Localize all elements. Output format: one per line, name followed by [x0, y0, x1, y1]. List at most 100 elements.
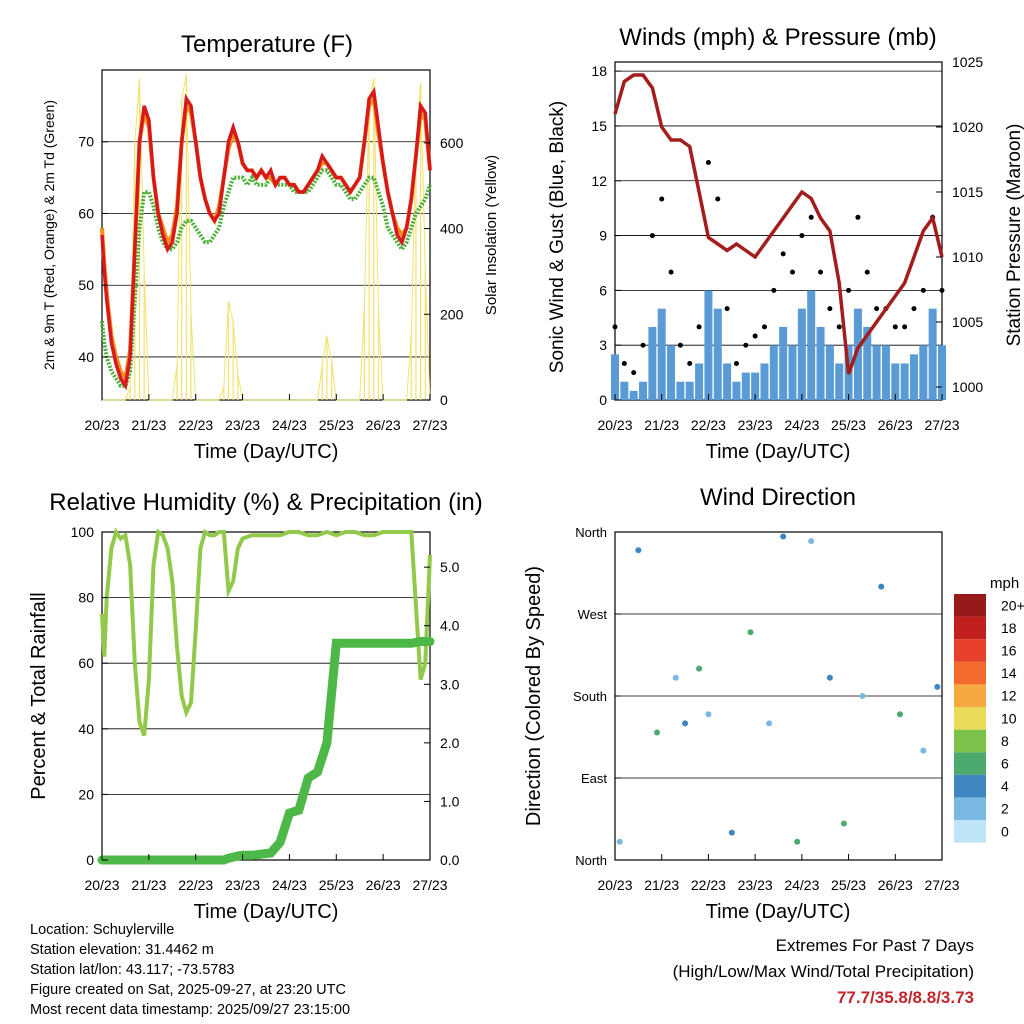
humidity-precip-panel: Relative Humidity (%) & Precipitation (i… [28, 489, 483, 923]
station-location: Location: Schuylerville [30, 922, 175, 938]
wind-bar [909, 354, 918, 400]
temperature-title: Temperature (F) [181, 31, 353, 58]
y-tick-label: 6 [599, 282, 607, 298]
colorbar-label: 18 [1001, 620, 1017, 636]
x-tick-label: 20/23 [84, 877, 119, 893]
y-tick-label: South [573, 689, 607, 704]
solar-y2-label: Solar Insolation (Yellow) [483, 155, 500, 315]
x-tick-label: 27/23 [412, 877, 447, 893]
gust-point [846, 287, 852, 293]
y-tick-label: North [575, 525, 607, 540]
humidity-x-label: Time (Day/UTC) [194, 901, 339, 923]
direction-point [878, 583, 885, 590]
y-tick-label: 100 [71, 524, 95, 540]
wind-bar [732, 381, 741, 400]
temperature-x-ticks: 20/23 21/23 22/23 23/23 24/23 25/23 26/23 27/23 [84, 394, 448, 433]
y-tick-label: 60 [78, 655, 94, 671]
y2-tick-label: 400 [440, 221, 464, 237]
temperature-y-ticks: 40 50 60 70 [78, 134, 108, 365]
wind-bar [667, 345, 676, 400]
colorbar-swatch [954, 661, 986, 685]
winds-y-ticks: 0 3 6 9 12 15 18 [591, 63, 621, 408]
gust-point [892, 324, 898, 330]
colorbar-swatch [954, 639, 986, 662]
total-rainfall-series [97, 637, 435, 865]
colorbar-label: 2 [1001, 801, 1009, 817]
wind-bar [639, 381, 648, 400]
wind-bar [788, 345, 797, 400]
solar-insolation-series [102, 74, 431, 401]
gust-point [621, 360, 627, 366]
direction-point [840, 820, 847, 827]
gust-point [902, 324, 908, 330]
y2-tick-label: 1020 [952, 119, 983, 135]
colorbar-swatch [954, 797, 986, 820]
colorbar-label: 0 [1001, 823, 1009, 839]
gust-point [836, 324, 842, 330]
x-tick-label: 27/23 [412, 417, 447, 433]
dewpoint-line [100, 168, 432, 388]
y2-tick-label: 3.0 [440, 676, 460, 692]
wind-bar [657, 308, 666, 400]
x-tick-label: 20/23 [597, 417, 632, 433]
humidity-x-ticks: 20/23 21/23 22/23 23/23 24/23 25/23 26/23 27/23 [84, 854, 448, 893]
y-tick-label: 3 [599, 337, 607, 353]
gust-point [855, 214, 861, 220]
wind-bar [760, 363, 769, 400]
colorbar-swatch [954, 752, 986, 775]
winds-x-label: Time (Day/UTC) [706, 441, 851, 463]
y-tick-label: 12 [591, 173, 607, 189]
wind-bar [769, 345, 778, 400]
direction-point [728, 829, 735, 836]
x-tick-label: 20/23 [597, 877, 632, 893]
humidity-y-ticks: 0 20 40 60 80 100 [71, 524, 108, 868]
wind-bar [620, 381, 629, 400]
colorbar-swatch [954, 820, 986, 843]
pressure-y2-label: Station Pressure (Maroon) [1004, 124, 1024, 347]
x-tick-label: 26/23 [878, 877, 913, 893]
colorbar-label: 4 [1001, 778, 1009, 794]
y-tick-label: 0 [86, 852, 94, 868]
wind-bar [807, 290, 816, 400]
wind-bar [881, 345, 890, 400]
temperature-panel: Temperature (F) 20/23 21/23 22/23 23/23 24/2… [41, 31, 500, 463]
y2-tick-label: 600 [440, 135, 464, 151]
colorbar-label: 20+ [1001, 597, 1024, 613]
x-tick-label: 24/23 [272, 417, 307, 433]
x-tick-label: 20/23 [84, 417, 119, 433]
wind-direction-y-ticks: North East South West North [573, 525, 621, 868]
wind-direction-gridlines [615, 613, 942, 779]
gust-point [920, 287, 926, 293]
wind-bar [713, 308, 722, 400]
temperature-y-label: 2m & 9m T (Red, Orange) & 2m Td (Green) [41, 100, 57, 370]
direction-point [766, 720, 773, 727]
winds-pressure-panel: Winds (mph) & Pressure (mb) 20/23 21/23 22… [547, 24, 1024, 463]
wind-bar [723, 363, 732, 400]
speed-colorbar: 0 2 4 6 8 10 12 14 16 18 20+ [954, 594, 1024, 843]
colorbar-swatch [954, 729, 986, 753]
direction-point [920, 747, 927, 754]
wind-direction-y-label: Direction (Colored By Speed) [523, 566, 545, 826]
gust-point [640, 342, 646, 348]
colorbar-label: 8 [1001, 733, 1009, 749]
gust-point [668, 269, 674, 275]
wind-bar [704, 290, 713, 400]
recent-data-timestamp: Most recent data timestamp: 2025/09/27 2… [30, 1002, 351, 1018]
solar-insolation-line [102, 74, 431, 401]
station-latlon: Station lat/lon: 43.117; -73.5783 [30, 962, 235, 978]
x-tick-label: 27/23 [924, 877, 959, 893]
gust-point [631, 370, 637, 376]
extremes-subtitle: (High/Low/Max Wind/Total Precipitation) [672, 962, 974, 981]
x-tick-label: 21/23 [131, 877, 166, 893]
y2-tick-label: 1025 [952, 54, 983, 70]
x-tick-label: 21/23 [644, 877, 679, 893]
y2-tick-label: 0 [440, 392, 448, 408]
direction-point [859, 693, 866, 699]
x-tick-label: 23/23 [738, 877, 773, 893]
y-tick-label: East [581, 771, 607, 786]
direction-point [747, 629, 754, 636]
wind-bar [629, 390, 638, 400]
x-tick-label: 25/23 [831, 877, 866, 893]
direction-point [934, 683, 941, 690]
y-tick-label: 18 [591, 63, 607, 79]
